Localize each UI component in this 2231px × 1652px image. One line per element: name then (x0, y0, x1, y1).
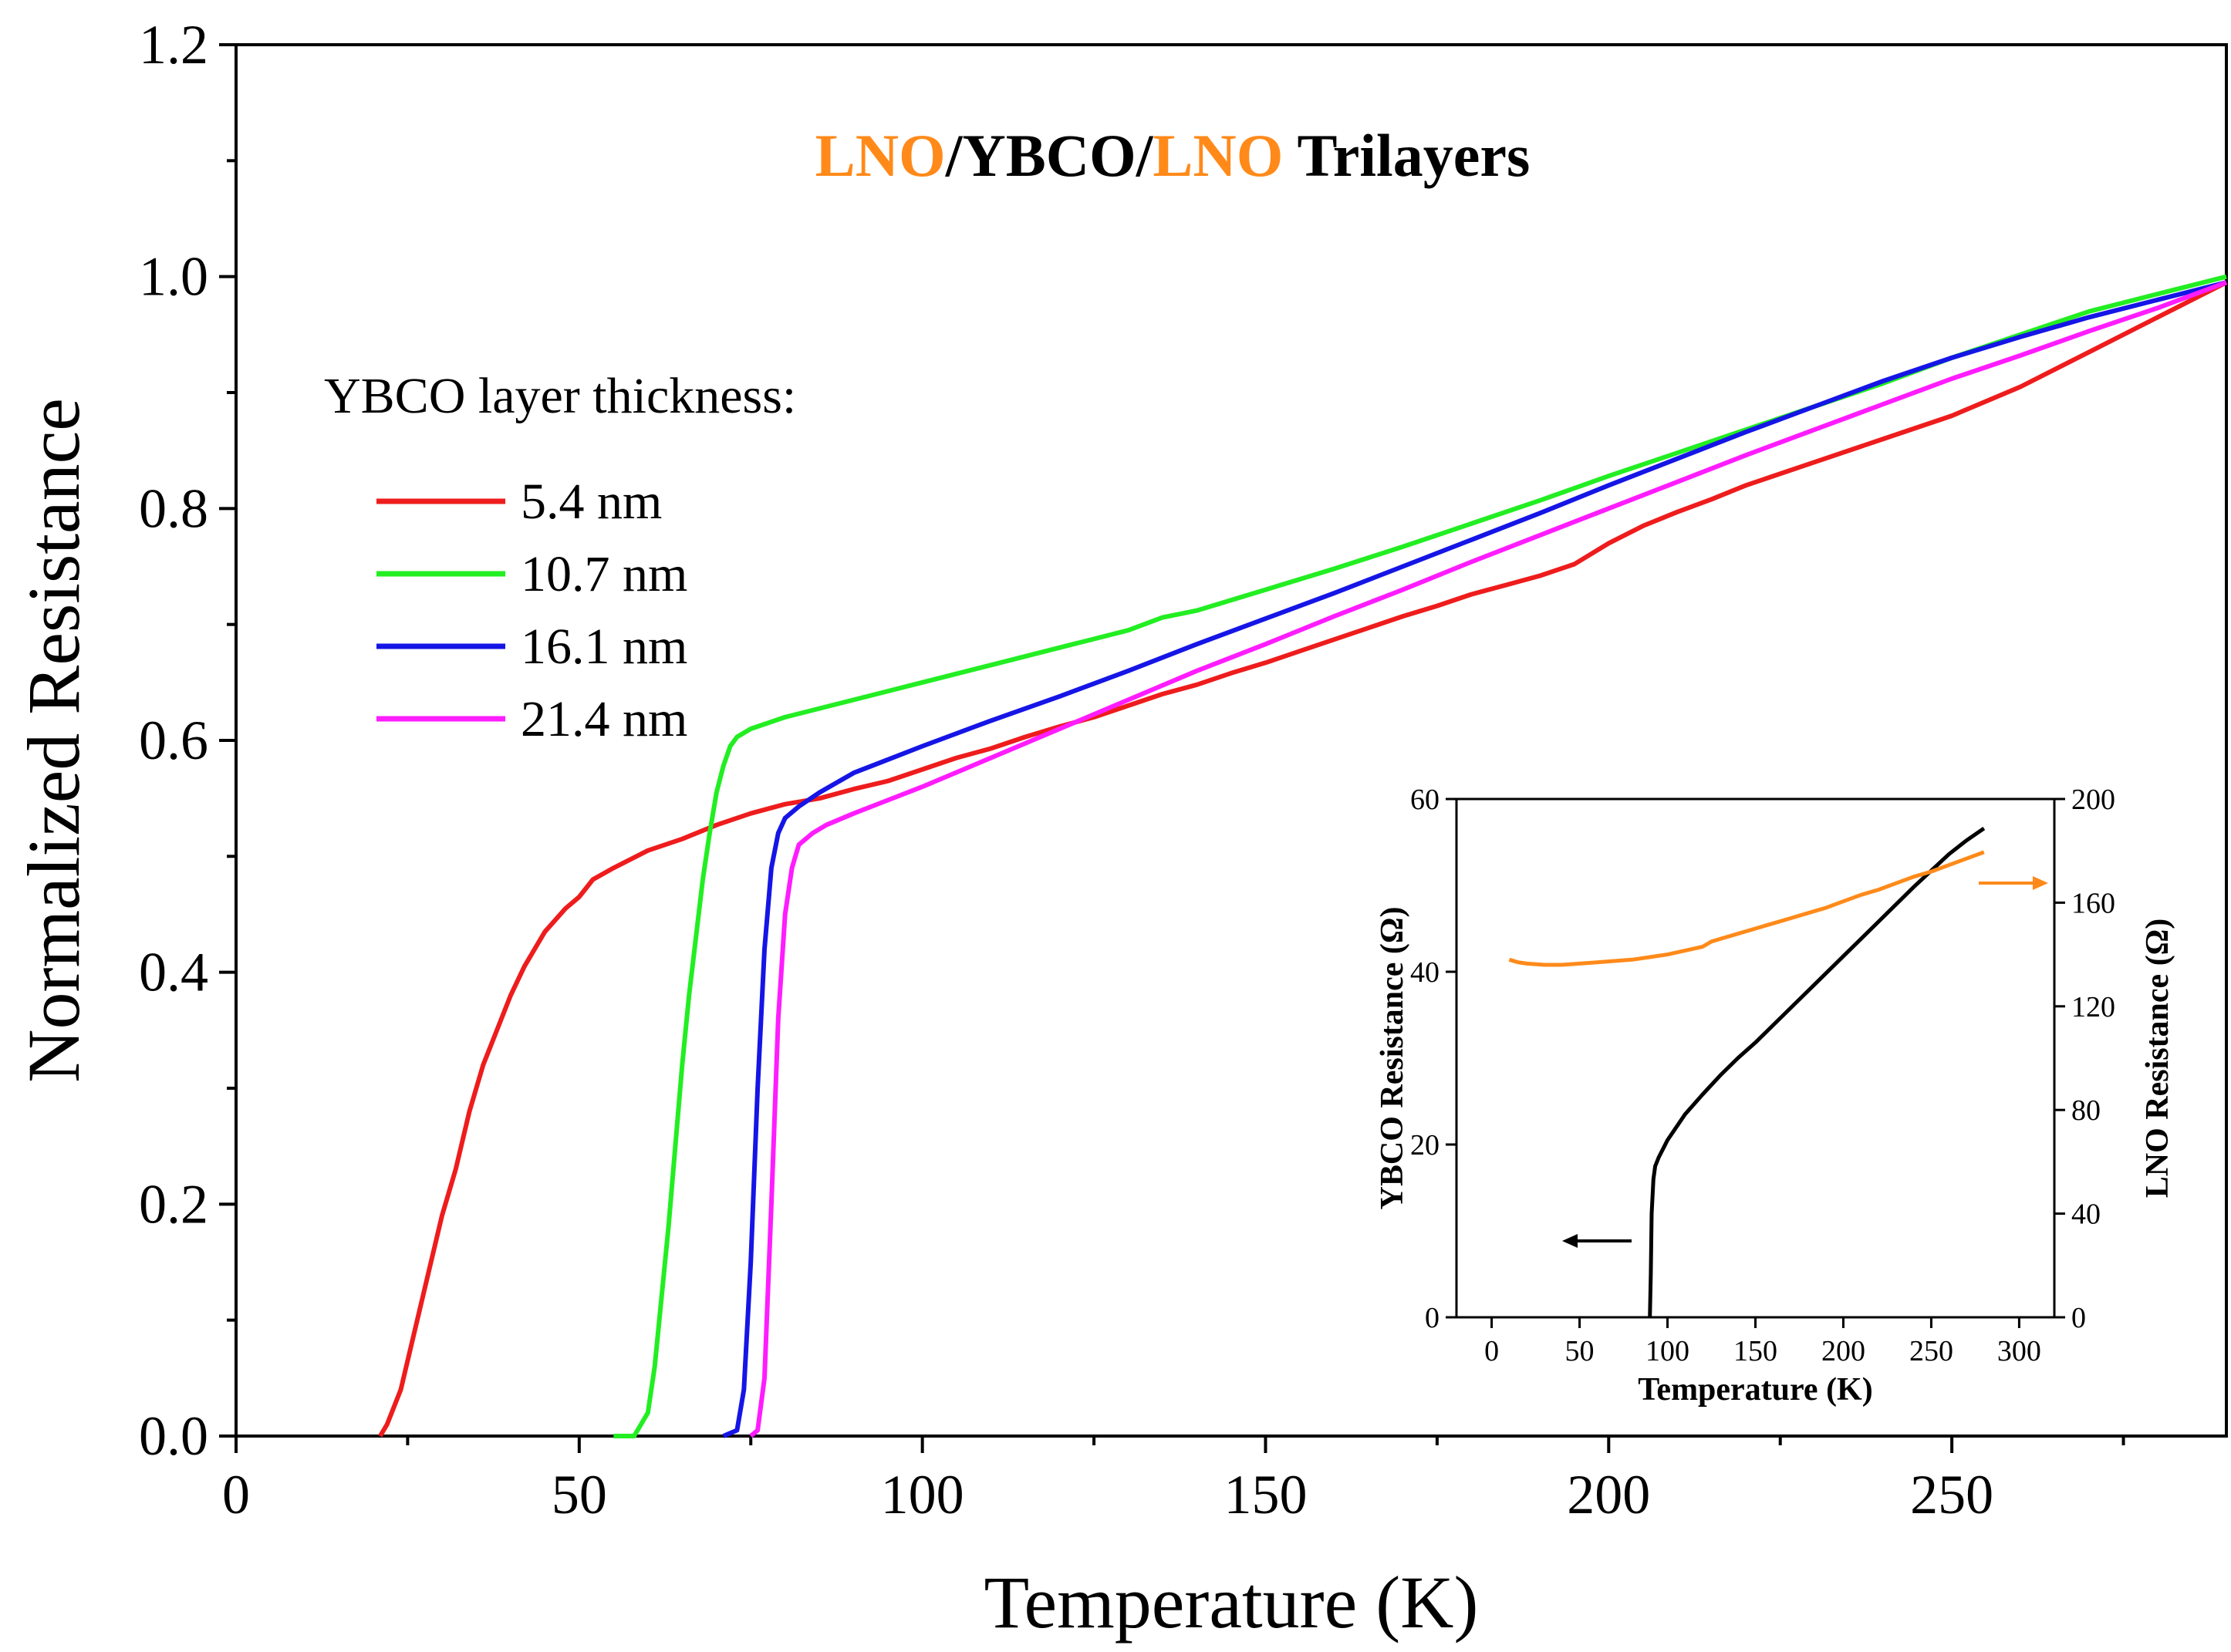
legend-label: 16.1 nm (521, 619, 687, 675)
x-axis-label: Temperature (K) (984, 1561, 1479, 1644)
inset-yleft-tick-label: 60 (1410, 784, 1440, 816)
series-line (378, 280, 2228, 1438)
inset-yright-tick-label: 120 (2071, 991, 2115, 1023)
y-tick-label: 0.0 (139, 1405, 208, 1467)
y-tick-label: 0.2 (139, 1173, 208, 1235)
y-tick-label: 1.2 (139, 14, 208, 76)
inset-x-tick-label: 100 (1645, 1335, 1689, 1367)
inset-x-axis-label: Temperature (K) (1638, 1372, 1872, 1408)
inset-plot: 0 50 100 150 200 250 300 0 20 40 60 0 40 80 120 160 200 T… (1375, 784, 2175, 1408)
y-tick-label: 0.4 (139, 942, 208, 1003)
legend-label: 21.4 nm (521, 691, 687, 747)
chart-title-part: /YBCO/ (945, 122, 1154, 189)
legend-title: YBCO layer thickness: (324, 368, 796, 424)
chart-title-part: Trilayers (1283, 122, 1530, 189)
arrow-left-icon (1562, 1234, 1578, 1248)
inset-yright-tick-label: 40 (2071, 1199, 2101, 1231)
inset-yright-tick-label: 80 (2071, 1094, 2101, 1127)
chart-title-part: LNO (1153, 122, 1283, 189)
main-plot: 0 50 100 150 200 2500.00.20.40.60.81.01.2Temp… (12, 14, 2228, 1644)
x-tick-label: 100 (881, 1464, 964, 1526)
x-tick-label: 250 (1910, 1464, 1993, 1526)
inset-yleft-tick-label: 20 (1410, 1129, 1440, 1161)
chart-title-part: LNO (815, 122, 946, 189)
x-tick-label: 0 (222, 1464, 250, 1526)
legend-label: 10.7 nm (521, 546, 687, 602)
x-tick-label: 200 (1567, 1464, 1650, 1526)
inset-yright-tick-label: 160 (2071, 887, 2115, 919)
inset-yright-tick-label: 200 (2071, 784, 2115, 816)
inset-yright-axis-label: LNO Resistance (Ω) (2140, 919, 2175, 1199)
inset-yleft-axis-label: YBCO Resistance (Ω) (1375, 907, 1410, 1210)
inset-x-tick-label: 300 (1997, 1335, 2041, 1367)
inset-series-line (1508, 850, 1985, 967)
inset-x-tick-label: 150 (1733, 1335, 1777, 1367)
inset-x-tick-label: 250 (1909, 1335, 1953, 1367)
y-tick-label: 0.6 (139, 710, 208, 771)
inset-series-line (1648, 827, 1986, 1318)
inset-x-tick-label: 50 (1565, 1335, 1595, 1367)
inset-x-tick-label: 200 (1821, 1335, 1865, 1367)
inset-yleft-tick-label: 0 (1425, 1302, 1440, 1334)
y-axis-label: Normalized Resistance (12, 398, 95, 1083)
y-tick-label: 0.8 (139, 477, 208, 539)
inset-yleft-tick-label: 40 (1410, 956, 1440, 989)
inset-x-tick-label: 0 (1484, 1335, 1499, 1367)
series-line (722, 280, 2227, 1438)
x-tick-label: 150 (1224, 1464, 1307, 1526)
chart-title: LNO/YBCO/LNO Trilayers (815, 122, 1531, 189)
x-tick-label: 50 (552, 1464, 607, 1526)
inset-yright-tick-label: 0 (2071, 1302, 2086, 1334)
legend-label: 5.4 nm (521, 474, 662, 530)
y-tick-label: 1.0 (139, 246, 208, 308)
series-line (749, 280, 2228, 1438)
arrow-right-icon (2033, 876, 2048, 890)
